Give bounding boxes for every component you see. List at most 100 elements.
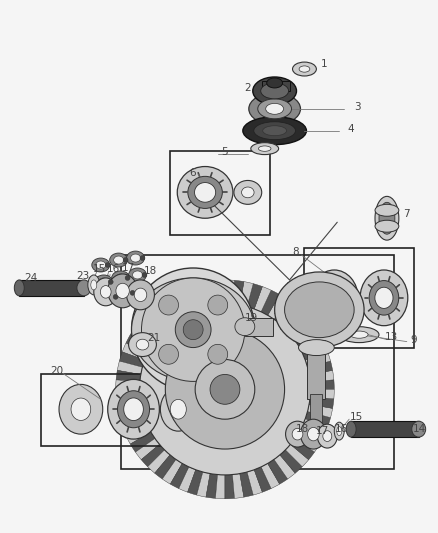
Text: 4: 4 [348,124,354,134]
Circle shape [159,295,179,315]
Text: 17: 17 [122,263,135,273]
Ellipse shape [100,290,118,304]
Ellipse shape [249,93,300,125]
Ellipse shape [251,143,279,155]
Ellipse shape [235,318,255,336]
Wedge shape [179,287,196,312]
Circle shape [183,320,203,340]
Wedge shape [307,361,332,375]
Wedge shape [120,411,145,427]
Wedge shape [206,280,218,305]
Text: 1: 1 [321,59,328,69]
Wedge shape [286,312,309,334]
Wedge shape [240,281,253,306]
Circle shape [108,279,113,285]
Ellipse shape [108,379,159,439]
Ellipse shape [108,274,138,308]
Wedge shape [187,470,203,495]
Wedge shape [135,439,159,459]
Text: 20: 20 [50,367,64,376]
Bar [279,81,290,91]
Text: 21: 21 [147,333,160,343]
Wedge shape [155,300,176,324]
Wedge shape [116,370,141,382]
Text: 15: 15 [93,264,106,274]
Wedge shape [197,472,210,497]
Wedge shape [225,280,234,304]
Ellipse shape [117,391,149,428]
Ellipse shape [299,66,310,72]
Ellipse shape [261,83,289,99]
Wedge shape [295,432,320,452]
Ellipse shape [339,327,379,343]
Ellipse shape [99,278,109,286]
Wedge shape [305,411,331,427]
Ellipse shape [124,398,143,421]
Bar [351,421,419,437]
Wedge shape [148,305,170,329]
Ellipse shape [286,421,309,447]
Wedge shape [247,284,262,309]
Circle shape [140,255,145,261]
Wedge shape [309,397,334,408]
Ellipse shape [337,426,342,435]
Circle shape [141,278,245,382]
Ellipse shape [243,117,307,144]
Text: 23: 23 [76,271,89,281]
Wedge shape [225,474,234,499]
Bar [304,248,414,348]
Ellipse shape [319,280,349,315]
Wedge shape [299,425,324,444]
Ellipse shape [91,280,97,290]
Ellipse shape [285,282,354,337]
Wedge shape [120,352,145,367]
Wedge shape [170,290,189,315]
Circle shape [195,360,255,419]
Ellipse shape [94,278,118,306]
Ellipse shape [241,187,254,198]
Wedge shape [187,284,203,309]
Ellipse shape [360,270,408,326]
Text: 6: 6 [189,168,195,179]
Wedge shape [141,312,165,334]
Ellipse shape [325,287,343,309]
Ellipse shape [258,99,292,119]
Ellipse shape [77,280,91,296]
Ellipse shape [293,62,316,76]
Wedge shape [126,335,151,353]
Wedge shape [290,319,314,340]
Wedge shape [116,389,140,399]
Wedge shape [240,472,253,497]
Wedge shape [302,343,328,360]
Bar [311,394,322,424]
Ellipse shape [177,166,233,218]
Bar [120,255,394,469]
Ellipse shape [267,78,283,88]
Wedge shape [280,450,302,473]
Ellipse shape [131,254,141,262]
Ellipse shape [194,183,215,202]
Ellipse shape [375,287,393,309]
Text: 13: 13 [385,332,399,342]
Ellipse shape [292,429,303,440]
Text: 3: 3 [354,102,360,112]
Ellipse shape [160,387,196,431]
Circle shape [208,344,228,364]
Ellipse shape [298,340,334,356]
Wedge shape [254,287,271,312]
Text: 24: 24 [25,273,38,283]
Wedge shape [135,319,159,340]
Circle shape [175,312,211,348]
Wedge shape [170,464,189,489]
Text: 16: 16 [335,424,348,434]
Wedge shape [122,418,148,435]
Wedge shape [274,455,295,479]
Ellipse shape [300,419,326,449]
Ellipse shape [334,422,344,440]
Ellipse shape [92,258,110,272]
Wedge shape [197,281,210,306]
Circle shape [142,272,147,278]
Wedge shape [310,389,334,399]
Wedge shape [261,290,279,315]
Ellipse shape [375,204,399,216]
